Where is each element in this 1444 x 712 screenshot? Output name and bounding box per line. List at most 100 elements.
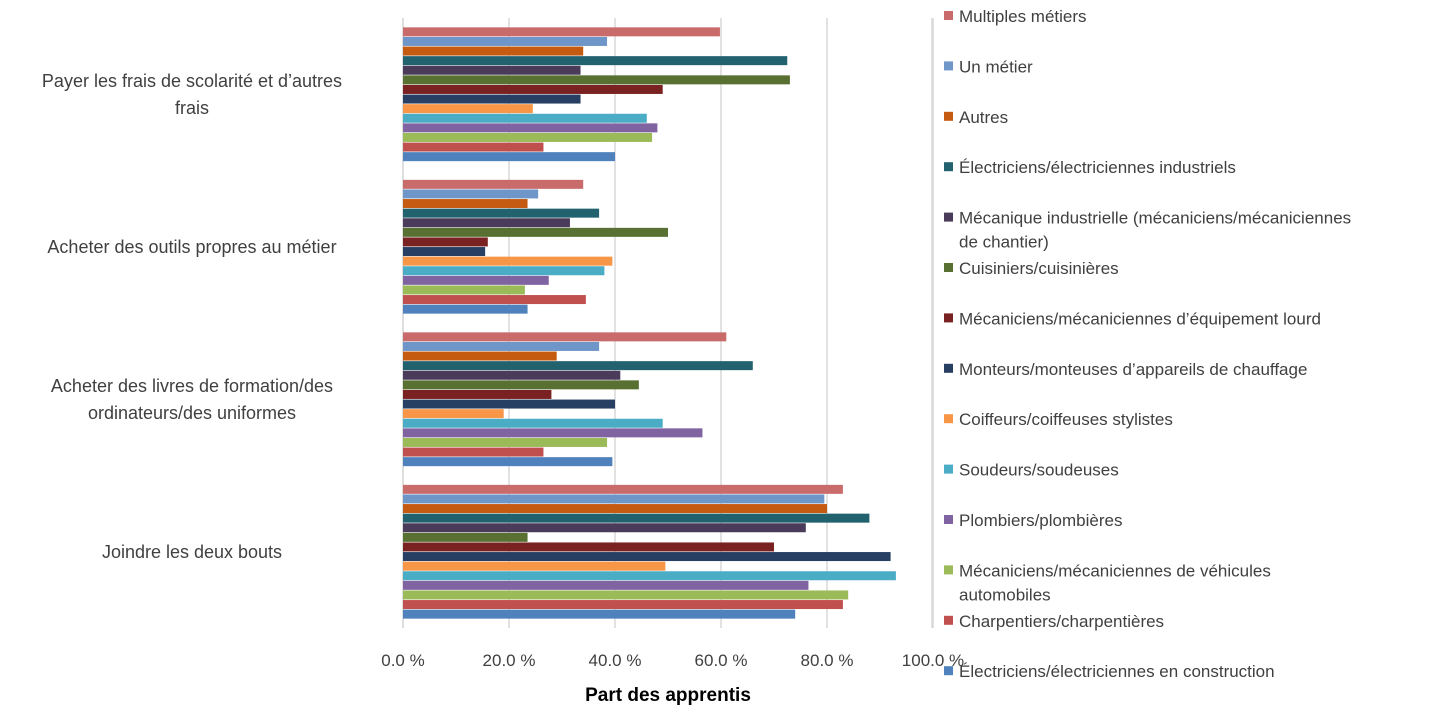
legend-item: Cuisiniers/cuisinières: [944, 259, 1119, 278]
legend-item: Mécaniciens/mécaniciennes de véhicules au…: [944, 561, 1271, 604]
bar: [403, 27, 720, 37]
category-label: Acheter des outils propres au métier: [47, 237, 336, 257]
bar: [403, 542, 774, 552]
bar: [403, 295, 586, 305]
bar: [403, 123, 658, 133]
legend-item: Mécanique industrielle (mécaniciens/méca…: [944, 209, 1351, 252]
legend-item: Monteurs/monteuses d’appareils de chauff…: [944, 360, 1307, 379]
bar: [403, 409, 504, 419]
x-tick-label: 80.0 %: [801, 651, 854, 670]
bar: [403, 380, 639, 390]
x-axis-ticks: 0.0 % 20.0 % 40.0 % 60.0 % 80.0 % 100.0 %: [381, 651, 964, 670]
legend-label: Coiffeurs/coiffeuses stylistes: [959, 410, 1173, 429]
legend-item: Soudeurs/soudeuses: [944, 461, 1119, 480]
x-tick-label: 0.0 %: [381, 651, 424, 670]
bar: [403, 494, 825, 504]
bar: [403, 332, 727, 342]
legend-label: Électriciens/électriciennes industriels: [959, 158, 1236, 177]
legend-swatch: [944, 11, 953, 20]
legend-swatch: [944, 61, 953, 71]
bar: [403, 523, 806, 533]
legend-item: Électriciens/électriciennes industriels: [944, 158, 1236, 177]
legend-swatch: [944, 565, 953, 575]
bar: [403, 199, 528, 209]
bar: [403, 266, 605, 276]
legend-swatch: [944, 414, 953, 424]
legend-item: Un métier: [944, 57, 1033, 76]
category-labels: Payer les frais de scolarité et d’autres…: [42, 71, 342, 562]
legend-label: Soudeurs/soudeuses: [959, 461, 1119, 480]
legend-item: Mécaniciens/mécaniciennes d’équipement l…: [944, 309, 1321, 328]
legend-item: Multiples métiers: [944, 7, 1087, 26]
bar: [403, 113, 647, 123]
bar: [403, 218, 570, 228]
bar: [403, 437, 608, 447]
legend-label: Mécanique industrielle (mécaniciens/méca…: [959, 209, 1351, 252]
bar: [403, 571, 896, 581]
bar: [403, 227, 668, 237]
bar: [403, 590, 849, 600]
legend-label: Électriciens/électriciennes en construct…: [959, 662, 1275, 681]
bar: [403, 104, 533, 114]
x-tick-label: 100.0 %: [902, 651, 964, 670]
legend-swatch: [944, 111, 953, 121]
legend-label: Autres: [959, 108, 1008, 127]
bar: [403, 552, 891, 562]
bar: [403, 361, 753, 371]
bar: [403, 580, 809, 590]
legend-swatch: [944, 666, 953, 676]
bar: [403, 428, 703, 438]
legend-label: Plombiers/plombières: [959, 511, 1122, 530]
bar: [403, 46, 584, 56]
bar: [403, 600, 843, 610]
category-label: Acheter des livres de formation/des ordin…: [51, 376, 333, 423]
legend-swatch: [944, 615, 953, 625]
bar: [403, 247, 486, 257]
bar: [403, 179, 584, 189]
legend-item: Charpentiers/charpentières: [944, 612, 1164, 631]
bar: [403, 142, 544, 152]
legend-label: Mécaniciens/mécaniciennes de véhicules au…: [959, 561, 1271, 604]
legend-item: Plombiers/plombières: [944, 511, 1122, 530]
legend-item: Autres: [944, 108, 1008, 127]
legend-label: Mécaniciens/mécaniciennes d’équipement l…: [959, 309, 1321, 328]
legend-label: Monteurs/monteuses d’appareils de chauff…: [959, 360, 1307, 379]
x-tick-label: 40.0 %: [589, 651, 642, 670]
bar: [403, 418, 663, 428]
bar: [403, 208, 600, 218]
bar: [403, 484, 843, 494]
x-tick-label: 20.0 %: [483, 651, 536, 670]
bar: [403, 152, 615, 162]
legend-swatch: [944, 464, 953, 474]
bar: [403, 65, 581, 75]
bar: [403, 389, 552, 399]
x-axis-title: Part des apprentis: [585, 685, 751, 706]
legend-label: Cuisiniers/cuisinières: [959, 259, 1119, 278]
legend-label: Charpentiers/charpentières: [959, 612, 1164, 631]
bar: [403, 351, 557, 361]
bar: [403, 256, 613, 266]
bar: [403, 447, 544, 457]
bar: [403, 504, 827, 514]
bar: [403, 399, 615, 409]
bar: [403, 457, 613, 467]
legend-swatch: [944, 363, 953, 373]
bar: [403, 189, 539, 199]
bar: [403, 513, 870, 523]
bar: [403, 94, 581, 104]
category-label: Payer les frais de scolarité et d’autres…: [42, 71, 342, 118]
bar: [403, 370, 621, 380]
legend-item: Coiffeurs/coiffeuses stylistes: [944, 410, 1173, 429]
bar: [403, 341, 600, 351]
legend-item: Électriciens/électriciennes en construct…: [944, 662, 1275, 681]
bar: [403, 56, 788, 66]
bar: [403, 237, 488, 247]
bar: [403, 532, 528, 542]
bar: [403, 36, 608, 46]
legend-label: Multiples métiers: [959, 7, 1087, 26]
bar: [403, 84, 663, 94]
bars: [403, 27, 896, 619]
bar: [403, 304, 528, 314]
legend-swatch: [944, 515, 953, 524]
